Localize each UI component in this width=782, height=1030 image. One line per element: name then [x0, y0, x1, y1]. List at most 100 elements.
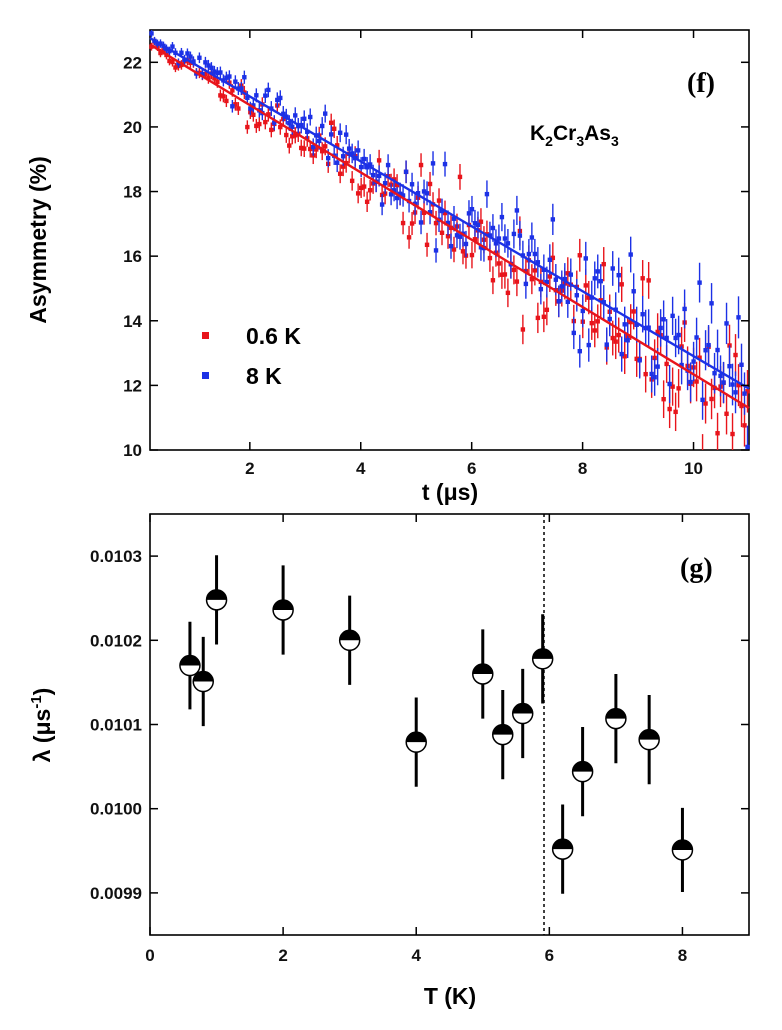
g-marker-half [206, 589, 227, 600]
f-point [694, 379, 699, 384]
f-point [511, 267, 517, 273]
fit-line-8k [149, 37, 750, 390]
f-ytick-label: 10 [123, 441, 142, 460]
f-point [230, 104, 235, 109]
f-point [299, 145, 304, 151]
f-point [230, 88, 235, 93]
f-point [709, 301, 714, 306]
f-point [173, 65, 178, 70]
f-point [457, 234, 463, 239]
g-xtick-label: 0 [145, 946, 154, 965]
f-point [544, 307, 550, 313]
f-point [415, 190, 421, 196]
f-point [445, 220, 451, 226]
f-point [658, 325, 663, 331]
f-point [367, 162, 373, 167]
f-point [340, 164, 346, 169]
f-point [272, 120, 277, 125]
lambda-point [671, 807, 694, 893]
f-point [664, 361, 669, 367]
panel-f-x-ticks: 2 4 6 8 10 [245, 30, 703, 478]
f-point [505, 241, 511, 246]
f-point [634, 322, 639, 327]
f-point [583, 283, 588, 288]
f-point [577, 348, 582, 354]
f-point [628, 319, 633, 325]
lambda-point [551, 804, 574, 894]
f-point [236, 106, 241, 111]
f-point [691, 359, 696, 364]
f-point [385, 162, 391, 168]
f-point [652, 375, 657, 380]
formula-k: K [530, 122, 545, 145]
lambda-point [531, 614, 554, 704]
f-point [200, 72, 205, 77]
f-point [616, 272, 621, 278]
f-point [478, 219, 484, 224]
g-marker-half [532, 648, 553, 659]
f-point [290, 124, 295, 129]
panel-f-frame [149, 29, 750, 451]
g-marker-half [339, 630, 360, 641]
f-point [613, 339, 618, 344]
f-point [343, 132, 349, 137]
f-point [233, 102, 238, 107]
legend-marker-0-6k [202, 332, 209, 339]
f-point [284, 132, 289, 138]
f-point [697, 355, 702, 360]
f-point [733, 352, 738, 358]
f-point [391, 188, 397, 193]
f-xtick-label: 10 [684, 459, 703, 478]
lambda-point [491, 689, 514, 780]
g-xtick-label: 6 [545, 946, 554, 965]
g-ytick-label: 0.0102 [90, 631, 142, 650]
f-point [188, 54, 193, 59]
f-point [583, 256, 588, 261]
g-xtick-label: 4 [411, 946, 421, 965]
f-point [538, 286, 544, 292]
panel-f-y-ticks: 10 12 14 16 18 20 22 [123, 53, 749, 460]
f-point [619, 282, 624, 287]
f-point [302, 146, 307, 151]
f-point [598, 278, 603, 284]
f-point [667, 381, 672, 387]
f-point [170, 44, 175, 49]
f-point [349, 151, 355, 156]
f-point [233, 79, 238, 84]
f-point [625, 338, 630, 343]
f-point [535, 260, 541, 265]
g-marker-half [512, 703, 533, 714]
f-point [433, 220, 439, 226]
formula-sub-2: 3 [576, 133, 584, 149]
f-xtick-label: 6 [467, 459, 476, 478]
lambda-point [338, 595, 361, 685]
f-point [727, 363, 732, 369]
f-point [427, 210, 433, 215]
f-point [739, 403, 744, 409]
f-point [571, 330, 576, 336]
f-point [532, 268, 538, 273]
lambda-point [511, 668, 534, 759]
f-point [730, 431, 735, 437]
f-point [661, 317, 666, 322]
f-point [649, 371, 654, 377]
f-point [182, 57, 187, 62]
f-point [574, 293, 579, 298]
f-point [266, 87, 271, 93]
f-point [326, 155, 331, 161]
f-point [451, 216, 457, 221]
f-point [673, 335, 678, 341]
f-point [191, 59, 196, 64]
f-point [442, 161, 448, 167]
f-point [293, 133, 298, 138]
f-point [517, 233, 523, 238]
f-point [394, 195, 400, 201]
f-point [337, 171, 343, 176]
f-point [257, 121, 262, 127]
f-point [679, 362, 684, 368]
f-point [670, 384, 675, 389]
f-point [167, 58, 172, 64]
f-point [568, 272, 573, 277]
f-point [293, 113, 298, 118]
